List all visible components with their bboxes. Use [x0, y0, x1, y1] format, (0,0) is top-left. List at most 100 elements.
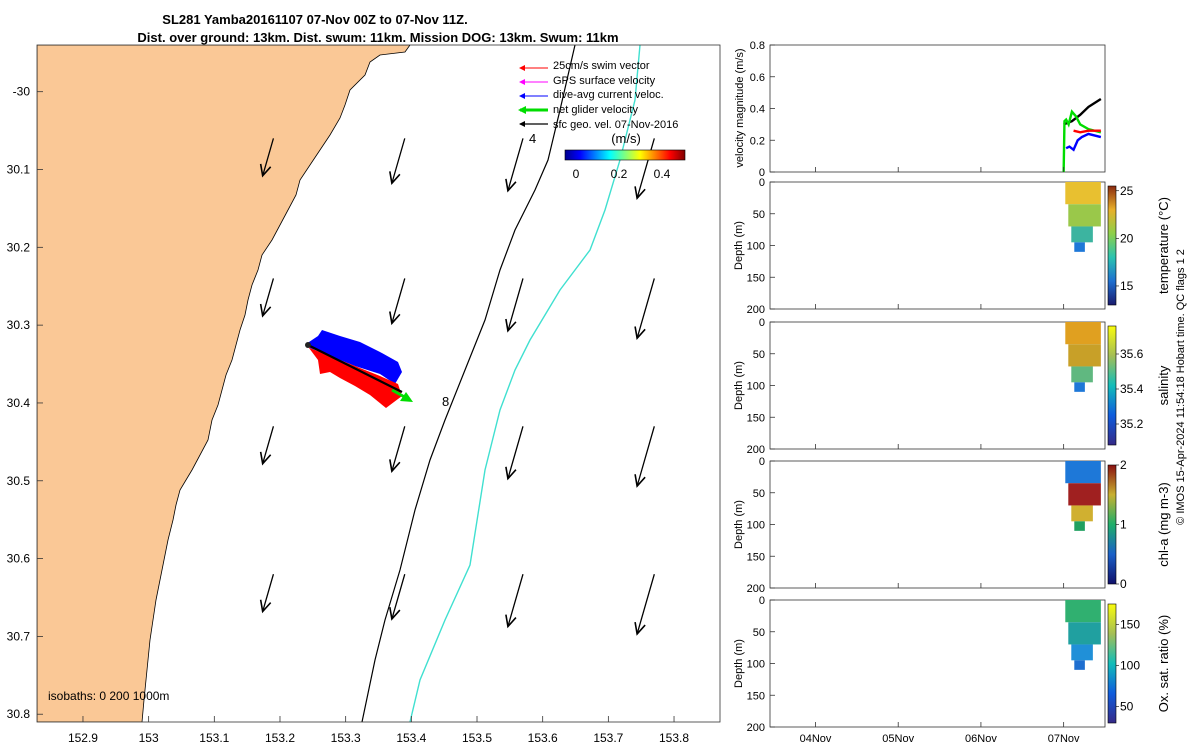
colorbar-tick-2: 0.4	[654, 167, 671, 181]
profile-data-band	[1068, 204, 1101, 227]
time-tick-label: 07Nov	[1048, 733, 1080, 745]
depth-tick-label: 200	[747, 722, 765, 734]
depth-ylabel: Depth (m)	[733, 361, 745, 410]
depth-tick-label: 100	[747, 381, 765, 393]
depth-tick-label: 150	[747, 551, 765, 563]
profile-data-band	[1065, 322, 1101, 345]
velocity-y-tick-label: 0.4	[750, 104, 765, 116]
map-x-tick-label: 153.5	[462, 731, 492, 745]
legend-label-net: net glider velocity	[553, 104, 638, 116]
depth-colorbar	[1107, 603, 1117, 724]
depth-colorbar	[1107, 185, 1117, 306]
isobaths-label: isobaths: 0 200 1000m	[48, 689, 169, 703]
isobath-200m	[361, 45, 576, 722]
velocity-y-tick-label: 0	[759, 167, 765, 179]
map-x-tick-label: 153.6	[528, 731, 558, 745]
colorbar-tick-label: 150	[1120, 618, 1140, 632]
legend-item-geo: sfc geo. vel. 07-Nov-2016	[519, 119, 678, 131]
profile-data-band	[1065, 461, 1101, 484]
depth-ylabel: Depth (m)	[733, 639, 745, 688]
map-y-tick-label: 30.6	[7, 552, 31, 566]
surface-velocity-vector	[259, 426, 275, 466]
surface-velocity-vectors	[259, 138, 655, 636]
isobath-1000m	[409, 45, 641, 722]
surface-velocity-vector	[634, 573, 655, 636]
depth-tick-label: 50	[753, 488, 765, 500]
profile-data-band	[1071, 505, 1093, 522]
map-x-tick-label: 152.9	[68, 731, 98, 745]
profile-data-band	[1071, 644, 1093, 661]
depth-plot-area	[769, 321, 1106, 450]
colorbar-tick-label: 0	[1120, 577, 1127, 591]
profile-data-band	[1068, 483, 1101, 506]
depth-tick-label: 50	[753, 209, 765, 221]
velocity-series-line	[1073, 129, 1101, 134]
colorbar-tick-label: 25	[1120, 184, 1134, 198]
contour-label-4: 4	[529, 131, 536, 146]
depth-tick-label: 100	[747, 659, 765, 671]
contour-label-8: 8	[442, 394, 449, 409]
legend-label-gps: GPS surface velocity	[553, 75, 656, 87]
depth-tick-label: 200	[747, 583, 765, 595]
legend-item-net: net glider velocity	[518, 104, 638, 116]
profile-data-band	[1065, 600, 1101, 623]
colorbar-gradient	[564, 149, 686, 161]
track-start	[305, 342, 311, 348]
depth-tick-label: 150	[747, 272, 765, 284]
time-tick-label: 05Nov	[882, 733, 914, 745]
depth-tick-label: 50	[753, 349, 765, 361]
colorbar-tick-label: 1	[1120, 518, 1127, 532]
track-line	[305, 343, 403, 393]
map-y-tick-label: -30	[13, 85, 31, 99]
legend-item-gps: GPS surface velocity	[519, 75, 656, 87]
map-x-tick-label: 153.8	[659, 731, 689, 745]
depth-tick-label: 50	[753, 627, 765, 639]
swim-vectors	[306, 344, 402, 408]
map-y-tick-label: 30.7	[7, 629, 31, 643]
surface-velocity-vector	[389, 278, 406, 326]
map-y-tick-label: 30.3	[7, 318, 31, 332]
colorbar-tick-label: 35.2	[1120, 417, 1144, 431]
depth-plot-area	[769, 599, 1106, 728]
time-tick-label: 06Nov	[965, 733, 997, 745]
depth-tick-label: 150	[747, 412, 765, 424]
surface-velocity-vector	[634, 138, 655, 200]
net-glider-velocity-head	[400, 392, 413, 402]
depth-colorbar	[1107, 464, 1117, 585]
colorbar-tick-label: 100	[1120, 659, 1140, 673]
colorbar-tick-label: 20	[1120, 231, 1134, 245]
surface-velocity-vector	[505, 278, 524, 333]
profile-data-band	[1071, 366, 1093, 383]
map-x-tick-label: 153.4	[396, 731, 426, 745]
profile-data-band	[1074, 382, 1085, 392]
depth-plot-area	[769, 181, 1106, 310]
profile-data-band	[1074, 521, 1085, 531]
colorbar-title: temperature (°C)	[1156, 197, 1171, 294]
map-frame	[36, 44, 721, 723]
depth-tick-label: 200	[747, 304, 765, 316]
map-x-tick-label: 153.3	[331, 731, 361, 745]
colorbar-title: salinity	[1156, 365, 1171, 405]
velocity-series-line	[1065, 132, 1102, 152]
land-mass	[37, 45, 411, 722]
surface-velocity-vector	[505, 426, 524, 481]
map-y-tick-label: 30.5	[7, 474, 31, 488]
depth-panel: 0 50 100 150 200 Depth (m) 35.2 35.4 35.6 salinit…	[733, 317, 1171, 456]
legend-label-geo: sfc geo. vel. 07-Nov-2016	[553, 119, 678, 131]
profile-data-band	[1065, 182, 1101, 205]
depth-panel: 0 50 100 150 200 Depth (m) 50 100 150 Ox. sat. ra…	[733, 595, 1171, 734]
profile-data-band	[1071, 226, 1093, 243]
colorbar-tick-0: 0	[573, 167, 580, 181]
map-legend: 25cm/s swim vector GPS surface velocity …	[518, 60, 678, 131]
chart-title-line2: Dist. over ground: 13km. Dist. swum: 11k…	[137, 30, 618, 45]
velocity-y-tick-label: 0.2	[750, 135, 765, 147]
velocity-series	[1062, 97, 1102, 173]
velocity-series-line	[1062, 109, 1102, 173]
colorbar-tick-label: 35.4	[1120, 382, 1144, 396]
map-x-tick-label: 153	[139, 731, 159, 745]
legend-label-current: dive-avg current veloc.	[553, 89, 664, 101]
velocity-y-tick-label: 0.6	[750, 72, 765, 84]
surface-velocity-vector	[259, 138, 275, 178]
map-y-tick-label: 30.8	[7, 707, 31, 721]
